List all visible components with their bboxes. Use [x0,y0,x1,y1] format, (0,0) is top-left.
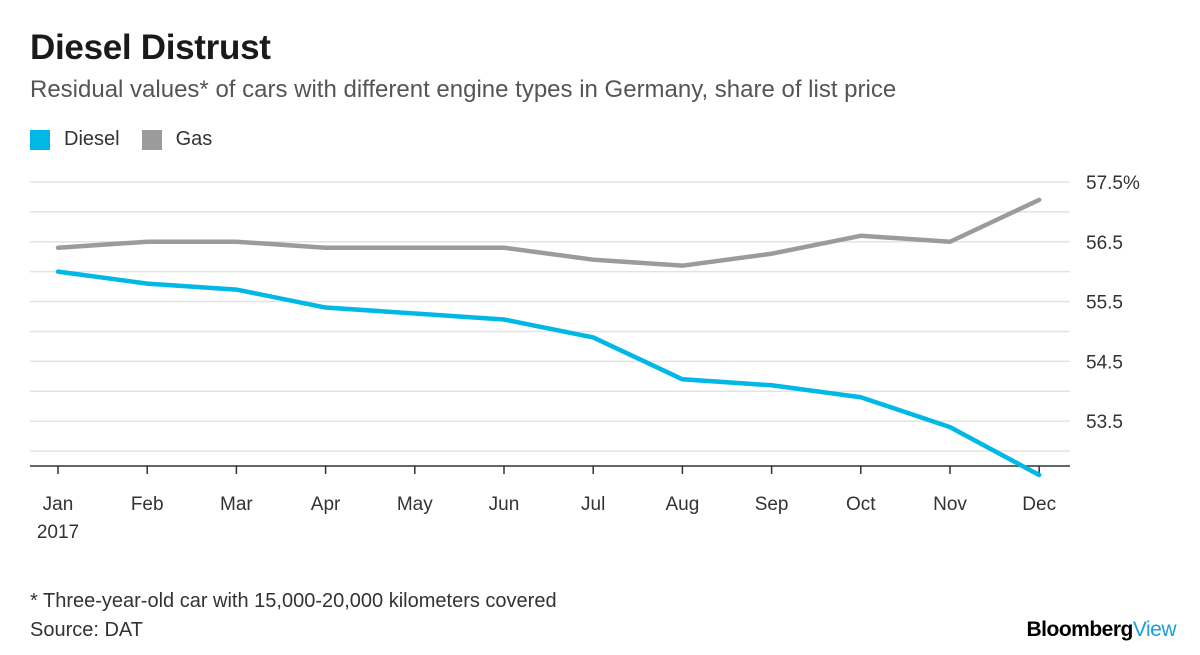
x-tick-label: Jul [581,494,605,515]
y-tick-label: 56.5 [1086,233,1123,254]
x-tick-label: Jun [489,494,520,515]
series-line-diesel [55,269,1042,478]
source-note: Source: DAT [30,619,143,641]
legend-item-diesel: Diesel [30,128,120,151]
legend-label-gas: Gas [175,128,213,150]
y-tick-label: 53.5 [1086,412,1123,433]
x-tick-label: May [397,494,433,515]
brand-logo: BloombergView [1026,618,1177,642]
series-line-gas [55,197,1042,268]
x-tick-label: Aug [665,494,699,515]
x-year-label: 2017 [37,522,79,543]
legend-swatch-gas [141,129,162,150]
chart-title: Diesel Distrust [30,28,271,67]
x-tick-label: Nov [933,494,967,515]
x-tick-label: Feb [131,494,164,515]
x-tick-label: Jan [43,494,74,515]
brand-primary: Bloomberg [1026,618,1134,641]
x-tick-label: Mar [220,494,253,515]
x-axis-ticks: Jan Feb Mar Apr May Jun Jul Aug Sep Oct Nov Dec 2017 [37,466,1056,543]
y-tick-label: 54.5 [1086,352,1123,373]
chart-subtitle: Residual values* of cars with different … [30,76,897,103]
y-tick-label: 55.5 [1086,293,1123,314]
gridlines [30,181,1070,452]
brand-secondary: View [1132,618,1177,641]
legend-item-gas: Gas [141,128,213,151]
x-tick-label: Apr [311,494,341,515]
x-tick-label: Sep [755,494,789,515]
y-axis-tick-labels: 53.5 54.5 55.5 56.5 57.5% [1086,173,1140,433]
y-tick-label: 57.5% [1086,173,1140,194]
series-lines [55,197,1042,478]
legend: Diesel Gas [30,128,234,151]
x-tick-label: Dec [1022,494,1056,515]
legend-label-diesel: Diesel [64,128,120,150]
x-tick-label: Oct [846,494,876,515]
line-chart: 53.5 54.5 55.5 56.5 57.5% Jan Feb Mar Apr May Jun… [30,173,1140,543]
legend-swatch-diesel [30,129,50,150]
footnote: * Three-year-old car with 15,000-20,000 … [30,590,557,612]
